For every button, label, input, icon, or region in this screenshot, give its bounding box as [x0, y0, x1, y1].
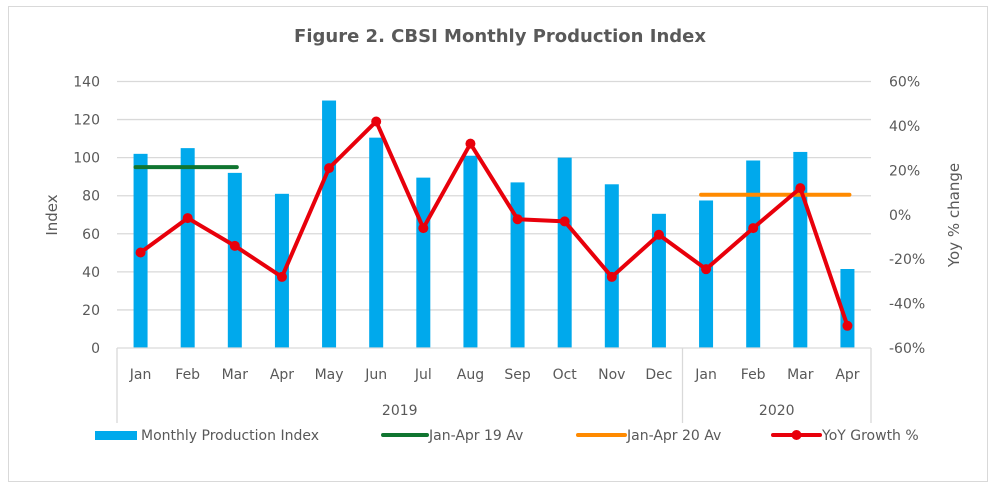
x-tick-label: May [315, 367, 344, 383]
x-tick-label: Jan [129, 367, 152, 383]
yoy-point-13 [748, 223, 759, 234]
yoy-point-12 [701, 264, 712, 275]
x-group-label: 2019 [382, 403, 418, 419]
legend-label: Monthly Production Index [141, 428, 319, 444]
bar-1 [180, 148, 195, 348]
bar-13 [746, 160, 761, 348]
bar-3 [274, 193, 289, 348]
x-tick-label: Jun [364, 367, 387, 383]
average-lines [133, 165, 852, 197]
legend-label: Jan-Apr 20 Av [626, 428, 721, 444]
bar-series [133, 100, 855, 349]
yoy-point-10 [606, 271, 617, 282]
yoy-point-3 [276, 271, 287, 282]
y-tick-label: 80 [82, 189, 100, 205]
x-tick-label: Apr [270, 367, 294, 383]
bar-10 [604, 184, 619, 348]
yoy-line [139, 119, 850, 327]
y-tick-label: 120 [73, 113, 100, 129]
x-tick-label: Sep [504, 367, 531, 383]
y2-tick-label: 40% [889, 119, 920, 135]
x-group-label: 2020 [759, 403, 795, 419]
yoy-point-14 [795, 183, 806, 194]
chart-title: Figure 2. CBSI Monthly Production Index [294, 26, 706, 47]
yoy-point-15 [842, 320, 853, 331]
yoy-series [135, 116, 853, 331]
y2-tick-label: 60% [889, 75, 920, 91]
x-tick-label: Apr [835, 367, 859, 383]
y2-tick-label: 20% [889, 163, 920, 179]
y-tick-label: 0 [91, 341, 100, 357]
y2-tick-label: -20% [889, 252, 925, 268]
bar-14 [793, 151, 808, 348]
y-tick-label: 140 [73, 75, 100, 91]
bar-4 [322, 100, 337, 349]
legend-swatch-0 [95, 431, 137, 440]
y-axis-title: Index [43, 194, 61, 235]
x-tick-label: Mar [787, 367, 814, 383]
yoy-point-4 [324, 163, 335, 174]
bar-2 [227, 172, 242, 348]
chart-frame [8, 6, 988, 482]
x-tick-label: Oct [553, 367, 578, 383]
y-tick-label: 100 [73, 151, 100, 167]
y2-tick-label: 0% [889, 208, 911, 224]
yoy-point-7 [465, 138, 476, 149]
legend-swatch-3-marker [791, 430, 802, 440]
y-tick-label: 60 [82, 227, 100, 243]
bar-5 [369, 137, 384, 348]
x-tick-label: Feb [175, 367, 200, 383]
y2-tick-label: -60% [889, 341, 925, 357]
y-tick-label: 20 [82, 303, 100, 319]
x-tick-label: Feb [741, 367, 766, 383]
yoy-point-6 [418, 223, 429, 234]
bar-6 [416, 177, 431, 348]
y-tick-label: 40 [82, 265, 100, 281]
y2-axis-title: Yoy % change [945, 163, 963, 268]
x-tick-label: Dec [645, 367, 672, 383]
legend-label: YoY Growth % [821, 428, 919, 444]
yoy-point-0 [135, 247, 146, 258]
bar-9 [557, 157, 572, 348]
axes: 0 20 40 60 80 100 120 140 -60% -40% -20% 0% 20% 40% 60… [73, 75, 925, 423]
bar-8 [510, 182, 525, 348]
y2-tick-label: -40% [889, 297, 925, 313]
yoy-point-2 [229, 240, 240, 251]
yoy-point-8 [512, 214, 523, 225]
legend-label: Jan-Apr 19 Av [428, 428, 523, 444]
x-tick-label: Mar [222, 367, 249, 383]
bar-11 [651, 213, 666, 348]
yoy-point-9 [559, 216, 570, 227]
x-tick-label: Aug [457, 367, 484, 383]
yoy-point-1 [182, 213, 193, 224]
legend: Monthly Production Index Jan-Apr 19 Av Jan… [95, 428, 919, 444]
x-tick-label: Nov [598, 367, 625, 383]
yoy-point-5 [371, 116, 382, 127]
yoy-point-11 [653, 229, 664, 240]
x-tick-label: Jan [694, 367, 717, 383]
bar-7 [463, 155, 478, 348]
bar-12 [699, 200, 714, 348]
x-tick-label: Jul [414, 367, 432, 383]
